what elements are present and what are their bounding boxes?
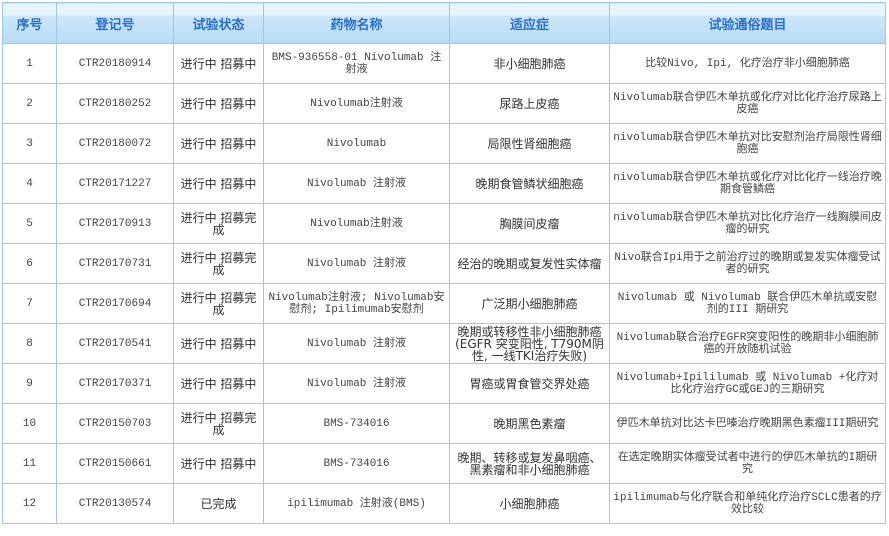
header-no[interactable]: 序号 — [2, 2, 57, 44]
table-row[interactable]: 5 CTR20170913 进行中 招募完成 Nivolumab注射液 胸膜间皮瘤 niv… — [2, 203, 886, 244]
table-row[interactable]: 8 CTR20170541 进行中 招募中 Nivolumab 注射液 晚期或转移性非小… — [2, 323, 886, 364]
cell-registration[interactable]: CTR20170541 — [56, 323, 174, 364]
cell-title[interactable]: Nivo联合Ipi用于之前治疗过的晚期或复发实体瘤受试者的研究 — [609, 243, 886, 284]
cell-title[interactable]: 伊匹木单抗对比达卡巴嗪治疗晚期黑色素瘤III期研究 — [609, 403, 886, 444]
cell-drug: ipilimumab 注射液(BMS) — [263, 483, 450, 524]
cell-registration[interactable]: CTR20180072 — [56, 123, 174, 164]
table-row[interactable]: 11 CTR20150661 进行中 招募中 BMS-734016 晚期、转移或复发鼻咽… — [2, 443, 886, 484]
cell-drug: BMS-734016 — [263, 443, 450, 484]
cell-title[interactable]: 在选定晚期实体瘤受试者中进行的伊匹木单抗的I期研究 — [609, 443, 886, 484]
cell-status: 进行中 招募中 — [173, 443, 264, 484]
cell-indication: 胃癌或胃食管交界处癌 — [449, 363, 610, 404]
header-indication[interactable]: 适应症 — [449, 2, 610, 44]
cell-status: 进行中 招募中 — [173, 163, 264, 204]
header-registration[interactable]: 登记号 — [56, 2, 174, 44]
cell-title[interactable]: Nivolumab 或 Nivolumab 联合伊匹木单抗或安慰剂的III 期研… — [609, 283, 886, 324]
table-row[interactable]: 2 CTR20180252 进行中 招募中 Nivolumab注射液 尿路上皮癌 Nivo… — [2, 83, 886, 124]
table-row[interactable]: 9 CTR20170371 进行中 招募中 Nivolumab 注射液 胃癌或胃食管交界… — [2, 363, 886, 404]
cell-indication: 经治的晚期或复发性实体瘤 — [449, 243, 610, 284]
table-row[interactable]: 10 CTR20150703 进行中 招募完成 BMS-734016 晚期黑色素瘤 伊匹木… — [2, 403, 886, 444]
cell-title[interactable]: 比较Nivo, Ipi, 化疗治疗非小细胞肺癌 — [609, 43, 886, 84]
cell-drug: Nivolumab注射液 — [263, 83, 450, 124]
cell-registration[interactable]: CTR20130574 — [56, 483, 174, 524]
cell-registration[interactable]: CTR20150703 — [56, 403, 174, 444]
cell-indication: 非小细胞肺癌 — [449, 43, 610, 84]
cell-title[interactable]: nivolumab联合伊匹木单抗或化疗对比化疗一线治疗晚期食管鳞癌 — [609, 163, 886, 204]
cell-registration[interactable]: CTR20170371 — [56, 363, 174, 404]
cell-indication: 晚期黑色素瘤 — [449, 403, 610, 444]
cell-status: 进行中 招募完成 — [173, 403, 264, 444]
header-row: 序号 登记号 试验状态 药物名称 适应症 试验通俗题目 — [2, 2, 886, 44]
cell-indication: 小细胞肺癌 — [449, 483, 610, 524]
cell-no: 11 — [2, 443, 57, 484]
cell-title[interactable]: Nivolumab联合伊匹木单抗或化疗对比化疗治疗尿路上皮癌 — [609, 83, 886, 124]
cell-indication: 尿路上皮癌 — [449, 83, 610, 124]
header-status[interactable]: 试验状态 — [173, 2, 264, 44]
cell-no: 7 — [2, 283, 57, 324]
cell-indication: 晚期、转移或复发鼻咽癌、黑素瘤和非小细胞肺癌 — [449, 443, 610, 484]
cell-registration[interactable]: CTR20180252 — [56, 83, 174, 124]
cell-registration[interactable]: CTR20180914 — [56, 43, 174, 84]
cell-indication: 胸膜间皮瘤 — [449, 203, 610, 244]
cell-title[interactable]: nivolumab联合伊匹木单抗对比化疗治疗一线胸膜间皮瘤的研究 — [609, 203, 886, 244]
cell-title[interactable]: ipilimumab与化疗联合和单纯化疗治疗SCLC患者的疗效比较 — [609, 483, 886, 524]
cell-no: 10 — [2, 403, 57, 444]
header-title[interactable]: 试验通俗题目 — [609, 2, 886, 44]
cell-no: 8 — [2, 323, 57, 364]
cell-status: 进行中 招募中 — [173, 363, 264, 404]
cell-title[interactable]: Nivolumab+Ipililumab 或 Nivolumab +化疗对比化疗… — [609, 363, 886, 404]
cell-no: 9 — [2, 363, 57, 404]
table-row[interactable]: 12 CTR20130574 已完成 ipilimumab 注射液(BMS) 小细胞肺癌… — [2, 483, 886, 524]
cell-no: 5 — [2, 203, 57, 244]
cell-registration[interactable]: CTR20150661 — [56, 443, 174, 484]
cell-drug: Nivolumab 注射液 — [263, 243, 450, 284]
cell-drug: Nivolumab注射液 — [263, 203, 450, 244]
cell-drug: Nivolumab 注射液 — [263, 323, 450, 364]
cell-drug: Nivolumab 注射液 — [263, 163, 450, 204]
cell-drug: Nivolumab — [263, 123, 450, 164]
cell-no: 4 — [2, 163, 57, 204]
cell-status: 进行中 招募中 — [173, 83, 264, 124]
cell-registration[interactable]: CTR20170694 — [56, 283, 174, 324]
cell-status: 已完成 — [173, 483, 264, 524]
cell-drug: Nivolumab注射液; Nivolumab安慰剂; Ipilimumab安慰… — [263, 283, 450, 324]
cell-indication: 晚期或转移性非小细胞肺癌(EGFR 突变阳性, T790M阴性, 一线TKI治疗… — [449, 323, 610, 364]
table-row[interactable]: 7 CTR20170694 进行中 招募完成 Nivolumab注射液; Nivolu… — [2, 283, 886, 324]
cell-registration[interactable]: CTR20170731 — [56, 243, 174, 284]
cell-indication: 广泛期小细胞肺癌 — [449, 283, 610, 324]
clinical-trials-table: 序号 登记号 试验状态 药物名称 适应症 试验通俗题目 1 CTR20180914… — [2, 2, 886, 524]
table-row[interactable]: 4 CTR20171227 进行中 招募中 Nivolumab 注射液 晚期食管鳞状细胞… — [2, 163, 886, 204]
cell-title[interactable]: nivolumab联合伊匹木单抗对比安慰剂治疗局限性肾细胞癌 — [609, 123, 886, 164]
cell-title[interactable]: Nivolumab联合治疗EGFR突变阳性的晚期非小细胞肺癌的开放随机试验 — [609, 323, 886, 364]
cell-status: 进行中 招募完成 — [173, 283, 264, 324]
cell-registration[interactable]: CTR20170913 — [56, 203, 174, 244]
header-drug[interactable]: 药物名称 — [263, 2, 450, 44]
cell-no: 2 — [2, 83, 57, 124]
cell-indication: 局限性肾细胞癌 — [449, 123, 610, 164]
cell-status: 进行中 招募中 — [173, 43, 264, 84]
cell-registration[interactable]: CTR20171227 — [56, 163, 174, 204]
cell-status: 进行中 招募中 — [173, 323, 264, 364]
cell-status: 进行中 招募完成 — [173, 243, 264, 284]
table-row[interactable]: 3 CTR20180072 进行中 招募中 Nivolumab 局限性肾细胞癌 nivol… — [2, 123, 886, 164]
cell-status: 进行中 招募完成 — [173, 203, 264, 244]
cell-no: 12 — [2, 483, 57, 524]
cell-no: 1 — [2, 43, 57, 84]
cell-drug: Nivolumab 注射液 — [263, 363, 450, 404]
table-row[interactable]: 1 CTR20180914 进行中 招募中 BMS-936558-01 Nivolum… — [2, 43, 886, 84]
cell-drug: BMS-936558-01 Nivolumab 注射液 — [263, 43, 450, 84]
table-row[interactable]: 6 CTR20170731 进行中 招募完成 Nivolumab 注射液 经治的晚期或复… — [2, 243, 886, 284]
cell-status: 进行中 招募中 — [173, 123, 264, 164]
cell-drug: BMS-734016 — [263, 403, 450, 444]
cell-no: 6 — [2, 243, 57, 284]
cell-no: 3 — [2, 123, 57, 164]
cell-indication: 晚期食管鳞状细胞癌 — [449, 163, 610, 204]
